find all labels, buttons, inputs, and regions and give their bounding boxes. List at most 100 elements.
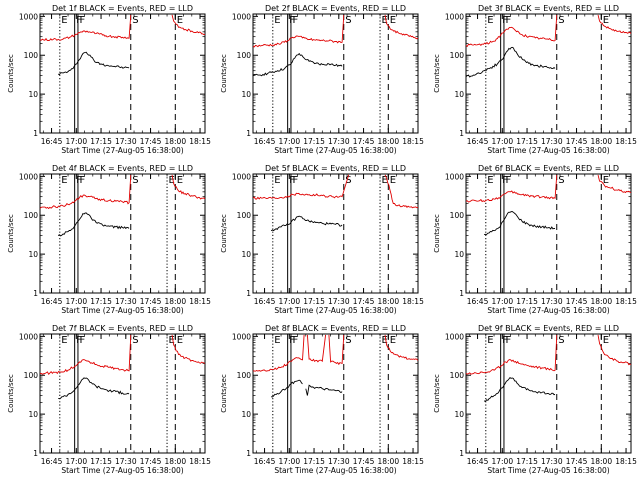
x-tick-label: 18:00 — [377, 457, 399, 466]
x-axis-label: Start Time (27-Aug-05 16:38:00) — [487, 306, 609, 315]
plot-frame — [465, 333, 632, 454]
x-tick-label: 18:00 — [164, 137, 186, 146]
plot-frame — [465, 173, 632, 294]
event-marker-label: F — [292, 175, 298, 186]
event-marker-label: E — [603, 335, 609, 346]
lld-series-line — [598, 335, 631, 365]
event-marker-label: E — [382, 335, 388, 346]
event-marker-label: E — [390, 175, 396, 186]
y-tick-label: 100 — [237, 211, 252, 220]
panel-title: Det 7f BLACK = Events, RED = LLD — [52, 324, 193, 333]
event-marker-label: E — [169, 335, 175, 346]
x-tick-label: 17:15 — [90, 457, 112, 466]
lld-series-line — [40, 15, 131, 41]
event-marker-label: E — [177, 335, 183, 346]
x-tick-label: 18:15 — [615, 457, 637, 466]
event-marker-label: F — [76, 15, 82, 26]
lld-series-line — [253, 15, 344, 47]
x-tick-label: 17:15 — [90, 137, 112, 146]
x-tick-label: 16:45 — [254, 137, 276, 146]
lld-series-line — [40, 335, 131, 374]
events-series-line — [253, 54, 342, 76]
plot-frame — [252, 173, 419, 294]
y-tick-label: 1 — [246, 129, 251, 138]
y-tick-label: 1000 — [445, 172, 464, 181]
lld-series-line — [329, 335, 344, 365]
lld-series-line — [385, 335, 418, 361]
panel-title: Det 2f BLACK = Events, RED = LLD — [265, 4, 406, 13]
lld-series-line — [598, 175, 631, 193]
event-marker-label: S — [132, 335, 138, 346]
x-tick-label: 17:15 — [303, 457, 325, 466]
event-marker-label: E — [382, 15, 388, 26]
x-tick-label: 17:15 — [303, 137, 325, 146]
x-tick-label: 18:15 — [402, 457, 424, 466]
x-tick-label: 18:15 — [402, 137, 424, 146]
panel-det-7f: Det 7f BLACK = Events, RED = LLD 1 10 100 10… — [7, 324, 211, 475]
x-tick-label: 17:00 — [491, 457, 513, 466]
event-marker-label: E — [603, 15, 609, 26]
panel-det-2f: Det 2f BLACK = Events, RED = LLD 1 10 100 10… — [220, 4, 424, 155]
y-tick-label: 1000 — [232, 332, 251, 341]
panel-det-8f: Det 8f BLACK = Events, RED = LLD 1 10 100 10… — [220, 324, 424, 475]
event-marker-label: E — [382, 175, 388, 186]
event-marker-label: F — [289, 175, 295, 186]
y-axis-label: Counts/sec — [7, 374, 15, 413]
plot-frame — [39, 173, 206, 294]
lld-series-line — [466, 335, 557, 374]
x-axis-label: Start Time (27-Aug-05 16:38:00) — [274, 306, 396, 315]
event-marker-label: F — [502, 175, 508, 186]
event-marker-label: F — [502, 335, 508, 346]
event-marker-label: F — [505, 15, 511, 26]
y-tick-label: 1000 — [19, 172, 38, 181]
lld-series-line — [172, 335, 205, 364]
events-series-line — [58, 52, 129, 74]
y-tick-label: 1000 — [232, 12, 251, 21]
lld-series-line — [253, 175, 349, 199]
y-tick-label: 10 — [454, 90, 464, 99]
y-axis-label: Counts/sec — [7, 54, 15, 93]
x-tick-label: 18:00 — [377, 297, 399, 306]
x-tick-label: 17:45 — [566, 297, 588, 306]
events-series-line — [271, 216, 342, 231]
x-axis-label: Start Time (27-Aug-05 16:38:00) — [61, 146, 183, 155]
x-tick-label: 17:15 — [90, 297, 112, 306]
lld-series-line — [385, 175, 418, 208]
plot-frame — [252, 333, 419, 454]
y-tick-label: 1 — [459, 289, 464, 298]
panel-title: Det 9f BLACK = Events, RED = LLD — [478, 324, 619, 333]
plot-frame — [252, 13, 419, 134]
panel-title: Det 6f BLACK = Events, RED = LLD — [478, 164, 619, 173]
y-tick-label: 1 — [459, 129, 464, 138]
x-tick-label: 17:30 — [541, 137, 563, 146]
events-series-line — [58, 213, 129, 236]
x-tick-label: 17:45 — [353, 457, 375, 466]
y-tick-label: 1 — [33, 289, 38, 298]
lld-series-line — [253, 335, 304, 371]
x-tick-label: 17:45 — [140, 457, 162, 466]
y-tick-label: 100 — [24, 211, 39, 220]
event-marker-label: E — [390, 15, 396, 26]
event-marker-label: E — [390, 335, 396, 346]
y-tick-label: 100 — [237, 51, 252, 60]
x-tick-label: 17:15 — [516, 137, 538, 146]
x-tick-label: 18:15 — [615, 297, 637, 306]
y-axis-label: Counts/sec — [7, 214, 15, 253]
event-marker-label: F — [292, 335, 298, 346]
x-tick-label: 17:45 — [353, 137, 375, 146]
y-axis-label: Counts/sec — [220, 374, 228, 413]
x-tick-label: 17:15 — [303, 297, 325, 306]
plot-frame — [39, 13, 206, 134]
y-tick-label: 100 — [237, 371, 252, 380]
x-tick-label: 17:00 — [65, 457, 87, 466]
event-marker-label: F — [289, 335, 295, 346]
x-tick-label: 17:00 — [278, 297, 300, 306]
event-marker-label: S — [132, 15, 138, 26]
x-tick-label: 18:00 — [164, 297, 186, 306]
events-series-line — [271, 380, 302, 397]
event-marker-label: E — [487, 175, 493, 186]
y-axis-label: Counts/sec — [220, 54, 228, 93]
event-marker-label: E — [61, 335, 67, 346]
y-tick-label: 100 — [450, 211, 465, 220]
